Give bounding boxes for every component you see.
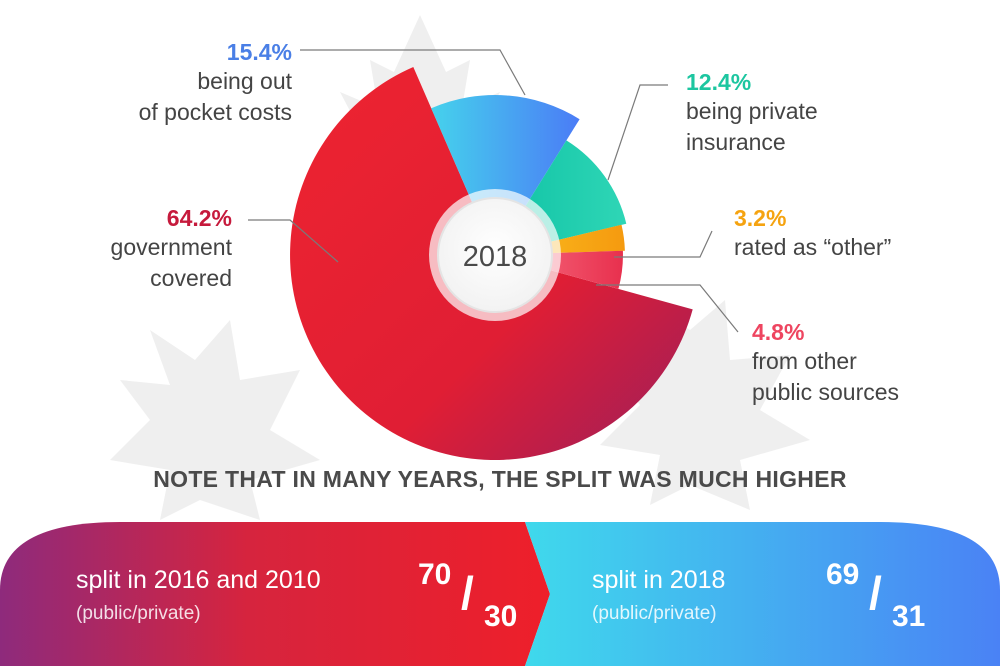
pie-center-hole	[437, 197, 553, 313]
split-2018-slash: /	[869, 567, 882, 619]
label-government-covered: 64.2% government covered	[40, 204, 232, 294]
split-2018-subtitle: (public/private)	[592, 603, 717, 624]
split-past-slash: /	[461, 567, 474, 619]
label-other-public-sources-line1: from other	[752, 348, 857, 374]
label-private-insurance-percent: 12.4%	[686, 69, 752, 95]
label-other: 3.2% rated as “other”	[734, 204, 974, 263]
label-private-insurance-line2: insurance	[686, 129, 786, 155]
leader-line-private	[607, 84, 668, 181]
label-private-insurance: 12.4% being private insurance	[686, 68, 926, 158]
label-out-of-pocket-percent: 15.4%	[226, 39, 292, 65]
split-band-past	[0, 522, 550, 666]
pie-slice-other-public-sources	[541, 250, 623, 289]
split-past-public-value: 70	[418, 558, 452, 591]
label-out-of-pocket-line1: being out	[197, 68, 292, 94]
label-other-line1: rated as “other”	[734, 234, 892, 260]
leader-line-gov	[248, 219, 339, 263]
pie-chart	[290, 67, 693, 460]
note-heading: NOTE THAT IN MANY YEARS, THE SPLIT WAS M…	[153, 466, 847, 492]
leader-line-other	[614, 230, 713, 258]
label-other-public-sources: 4.8% from other public sources	[752, 318, 992, 408]
pie-center-year: 2018	[463, 241, 528, 273]
split-past-private-value: 30	[484, 600, 518, 633]
pie-slice-out-of-pocket	[431, 95, 580, 215]
split-past-title: split in 2016 and 2010	[76, 566, 321, 594]
label-other-public-sources-line2: public sources	[752, 379, 900, 405]
pie-slice-other	[541, 224, 625, 254]
label-government-covered-line1: government	[110, 234, 232, 260]
pie-slice-government-covered	[290, 67, 693, 460]
split-band-2018	[525, 522, 1000, 666]
split-past-subtitle: (public/private)	[76, 603, 201, 624]
label-out-of-pocket: 15.4% being out of pocket costs	[90, 38, 292, 128]
label-government-covered-line2: covered	[150, 265, 232, 291]
split-2018-public-value: 69	[826, 558, 860, 591]
label-other-public-sources-percent: 4.8%	[752, 319, 805, 345]
label-government-covered-percent: 64.2%	[166, 205, 232, 231]
label-other-percent: 3.2%	[734, 205, 787, 231]
split-2018-title: split in 2018	[592, 566, 726, 594]
label-private-insurance-line1: being private	[686, 98, 818, 124]
leader-line-oop	[300, 49, 526, 96]
split-2018-private-value: 31	[892, 600, 926, 633]
leader-line-public	[596, 284, 739, 333]
label-out-of-pocket-line2: of pocket costs	[138, 99, 292, 125]
leader-lines	[248, 49, 739, 333]
